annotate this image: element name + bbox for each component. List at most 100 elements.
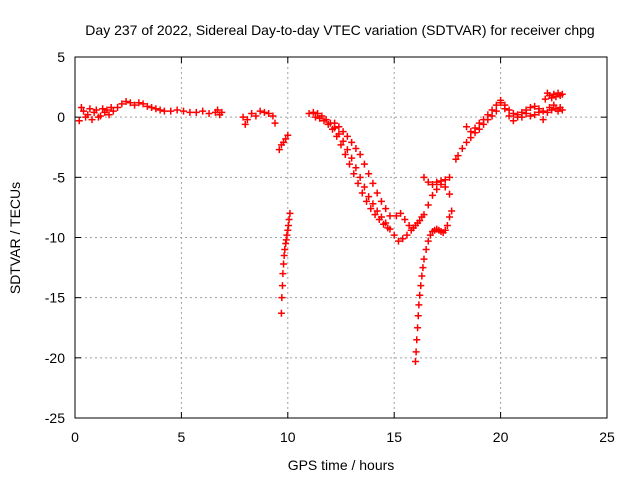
data-point bbox=[509, 117, 517, 125]
data-point bbox=[339, 137, 347, 145]
data-point bbox=[475, 125, 483, 133]
data-point bbox=[333, 132, 341, 140]
data-point bbox=[518, 113, 526, 121]
data-point bbox=[446, 213, 454, 221]
data-point bbox=[343, 132, 351, 140]
data-point bbox=[548, 94, 556, 102]
data-point bbox=[167, 107, 175, 115]
data-point bbox=[284, 221, 292, 229]
data-point bbox=[99, 105, 107, 113]
data-point bbox=[539, 107, 547, 115]
data-point bbox=[419, 264, 427, 272]
data-point bbox=[492, 101, 500, 109]
data-point bbox=[471, 124, 479, 132]
data-point bbox=[484, 111, 492, 119]
data-point bbox=[426, 231, 434, 239]
data-point bbox=[365, 193, 373, 201]
data-point bbox=[271, 119, 279, 127]
data-point bbox=[424, 201, 432, 209]
data-point bbox=[180, 107, 188, 115]
data-point bbox=[90, 108, 98, 116]
data-point bbox=[399, 235, 407, 243]
data-point bbox=[420, 255, 428, 263]
plot-frame bbox=[74, 56, 608, 419]
y-tick-label: 0 bbox=[57, 109, 65, 125]
data-point bbox=[360, 160, 368, 168]
x-axis-label: GPS time / hours bbox=[288, 457, 395, 473]
data-point bbox=[337, 141, 345, 149]
data-point bbox=[446, 190, 454, 198]
data-point bbox=[311, 113, 319, 121]
data-point bbox=[252, 112, 260, 120]
data-point bbox=[316, 114, 324, 122]
data-point bbox=[277, 309, 285, 317]
data-point bbox=[558, 106, 566, 114]
grid-lines bbox=[75, 57, 607, 418]
data-point bbox=[377, 197, 385, 205]
data-point bbox=[420, 173, 428, 181]
data-point bbox=[281, 246, 289, 254]
data-point bbox=[522, 110, 530, 118]
data-point bbox=[269, 112, 277, 120]
data-point bbox=[365, 170, 373, 178]
data-point bbox=[283, 231, 291, 239]
x-tick-label: 25 bbox=[599, 429, 615, 445]
y-axis-ticks: 5 0 -5 -10 -15 -20 -25 bbox=[45, 49, 607, 426]
data-point bbox=[405, 221, 413, 229]
data-point bbox=[192, 108, 200, 116]
data-point bbox=[286, 209, 294, 217]
data-point bbox=[103, 106, 111, 114]
y-tick-label: -5 bbox=[53, 169, 66, 185]
data-point bbox=[543, 108, 551, 116]
data-point bbox=[282, 135, 290, 143]
data-series-arc-a bbox=[75, 98, 219, 125]
data-point bbox=[284, 131, 292, 139]
data-point bbox=[373, 189, 381, 197]
x-tick-label: 20 bbox=[493, 429, 509, 445]
data-point bbox=[505, 112, 513, 120]
data-point bbox=[280, 260, 288, 268]
data-points bbox=[75, 89, 566, 365]
data-point bbox=[463, 123, 471, 131]
data-point bbox=[401, 215, 409, 223]
y-tick-label: -20 bbox=[45, 350, 65, 366]
data-point bbox=[335, 123, 343, 131]
data-point bbox=[412, 348, 420, 356]
data-point bbox=[390, 231, 398, 239]
data-point bbox=[475, 119, 483, 127]
data-point bbox=[205, 110, 213, 118]
data-series-arc-f bbox=[277, 209, 294, 317]
data-point bbox=[411, 357, 419, 365]
data-point bbox=[280, 138, 288, 146]
data-point bbox=[424, 237, 432, 245]
x-axis-ticks: 0 5 10 15 20 25 bbox=[71, 57, 615, 445]
data-point bbox=[343, 146, 351, 154]
data-point bbox=[531, 111, 539, 119]
data-point bbox=[360, 183, 368, 191]
data-point bbox=[380, 220, 388, 228]
data-series-arc-e bbox=[275, 131, 292, 154]
data-point bbox=[114, 104, 122, 112]
data-point bbox=[386, 212, 394, 220]
data-point bbox=[356, 150, 364, 158]
data-series-arc-o bbox=[463, 96, 543, 136]
data-point bbox=[548, 106, 556, 114]
data-series-arc-g bbox=[305, 108, 398, 239]
data-point bbox=[452, 155, 460, 163]
data-point bbox=[214, 106, 222, 114]
data-point bbox=[413, 336, 421, 344]
y-axis-label: SDTVAR / TECUs bbox=[7, 182, 23, 294]
data-point bbox=[550, 101, 558, 109]
data-point bbox=[346, 160, 354, 168]
data-point bbox=[265, 110, 273, 118]
data-point bbox=[441, 183, 449, 191]
data-point bbox=[382, 205, 390, 213]
data-point bbox=[403, 231, 411, 239]
data-point bbox=[75, 117, 83, 125]
data-point bbox=[126, 99, 134, 107]
data-point bbox=[443, 221, 451, 229]
data-point bbox=[243, 116, 251, 124]
data-point bbox=[535, 108, 543, 116]
y-tick-label: -15 bbox=[45, 290, 65, 306]
data-point bbox=[358, 189, 366, 197]
